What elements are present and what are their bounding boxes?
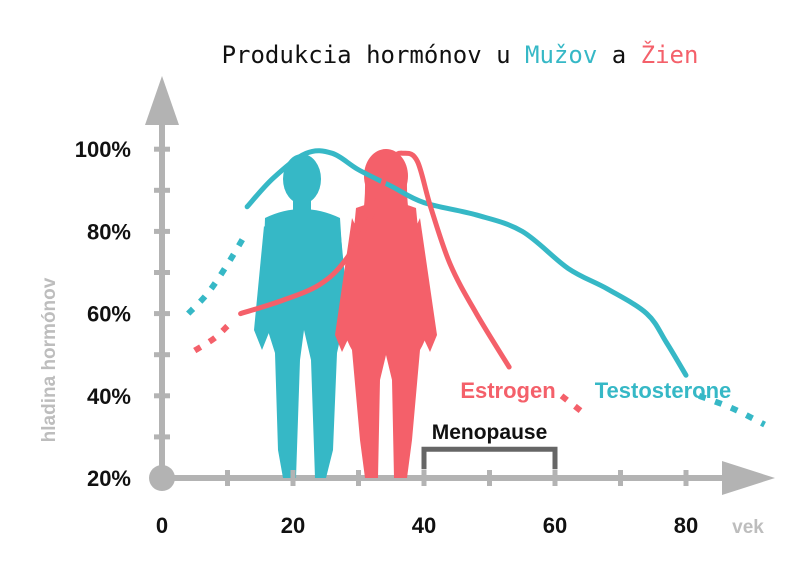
- estrogen-dotted-start: [193, 323, 230, 354]
- x-tick-label: 40: [412, 513, 436, 538]
- tick-labels: 0 20 40 60 80 20% 40% 60% 80% 100%: [75, 137, 699, 538]
- y-tick-label: 20%: [87, 466, 131, 491]
- x-tick-label: 20: [281, 513, 305, 538]
- y-axis-label: hladina hormónov: [39, 277, 60, 442]
- menopause-bracket: [421, 446, 558, 470]
- axis-origin: [149, 465, 175, 491]
- y-axis-arrow: [145, 76, 179, 125]
- y-tick-label: 100%: [75, 137, 131, 162]
- testosterone-dotted-end: [698, 392, 766, 428]
- title-women: Žien: [641, 40, 699, 69]
- x-axis-arrow: [722, 461, 775, 495]
- menopause-label: Menopause: [432, 421, 548, 444]
- annotations: Menopause: [421, 421, 558, 470]
- testosterone-dotted-start: [186, 229, 250, 316]
- y-tick-label: 60%: [87, 302, 131, 327]
- x-axis-label: vek: [732, 517, 764, 538]
- title-middle: a: [597, 41, 640, 69]
- woman-silhouette: [335, 149, 437, 478]
- chart-title: Produkcia hormónov u Mužov a Žien: [222, 40, 699, 69]
- estrogen-label: Estrogen: [460, 378, 555, 403]
- x-tick-label: 80: [674, 513, 698, 538]
- series-lines: Testosterone Estrogen: [186, 148, 766, 428]
- x-tick-label: 0: [156, 513, 168, 538]
- man-silhouette: [254, 154, 350, 478]
- estrogen-dotted-end: [559, 393, 590, 419]
- y-tick-label: 80%: [87, 219, 131, 244]
- title-prefix: Produkcia hormónov u: [222, 41, 525, 69]
- title-men: Mužov: [525, 41, 597, 69]
- testosterone-line: [244, 148, 689, 378]
- estrogen-line: [238, 150, 512, 370]
- y-tick-label: 40%: [87, 384, 131, 409]
- axis-ticks: [154, 146, 689, 486]
- x-tick-label: 60: [543, 513, 567, 538]
- testosterone-label: Testosterone: [595, 378, 732, 403]
